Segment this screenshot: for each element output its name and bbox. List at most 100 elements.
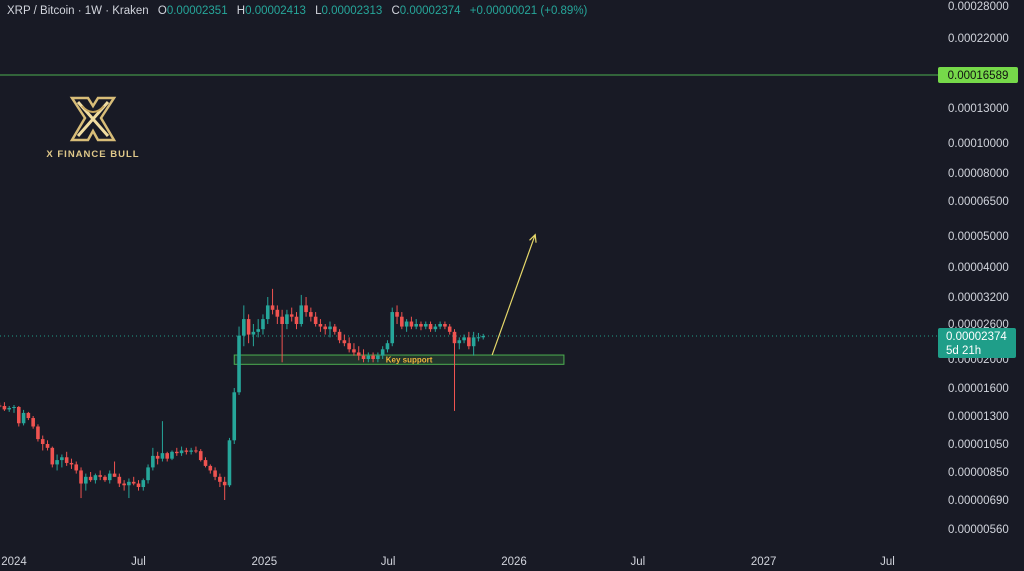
crossed-x-bull-logo-icon	[69, 96, 117, 142]
target-price-badge[interactable]	[938, 67, 1018, 83]
candle-body	[40, 439, 45, 444]
candle	[256, 319, 260, 338]
candle	[98, 470, 102, 481]
candle-body	[256, 329, 260, 332]
candle-body	[198, 451, 203, 461]
candle	[419, 321, 423, 331]
candle-body	[242, 319, 246, 336]
y-tick-label: 0.00022000	[948, 33, 1009, 45]
candle	[0, 402, 2, 408]
key-support-zone	[233, 354, 565, 365]
candle	[428, 321, 433, 332]
candle	[218, 473, 222, 488]
candle	[208, 464, 213, 474]
candle-body	[141, 480, 146, 488]
candle	[409, 316, 414, 330]
chart-legend: XRP / Bitcoin · 1W · Kraken O0.00002351 …	[7, 5, 587, 17]
candle-body	[107, 473, 112, 481]
candle-body	[112, 473, 117, 477]
candle	[251, 324, 256, 347]
candle	[174, 447, 179, 456]
candle-body	[246, 319, 251, 335]
candle-body	[98, 475, 102, 477]
y-tick-label: 0.00006500	[948, 196, 1009, 208]
x-tick-label: 2027	[751, 556, 777, 568]
candle	[84, 473, 88, 491]
candle-body	[313, 316, 318, 324]
candle-body	[155, 455, 160, 459]
key-support-label: Key support	[386, 356, 433, 365]
candle-body	[146, 467, 150, 481]
candle-body	[31, 418, 35, 427]
candle	[232, 388, 237, 444]
candle-body	[270, 305, 275, 310]
candle-body	[174, 451, 179, 454]
candle-body	[16, 406, 21, 424]
candle	[380, 346, 385, 359]
candle-body	[318, 324, 323, 327]
candle-body	[50, 447, 55, 465]
candle-body	[203, 460, 208, 466]
candle-body	[467, 337, 471, 347]
candle	[213, 467, 217, 481]
candle	[64, 451, 69, 466]
candle-body	[170, 451, 174, 459]
candle-body	[232, 392, 237, 441]
candle	[289, 307, 294, 322]
candle	[318, 319, 323, 332]
candle-body	[328, 326, 332, 330]
candle	[131, 476, 136, 486]
candle-body	[237, 335, 241, 393]
candle-body	[471, 337, 476, 347]
y-tick-label: 0.00028000	[948, 1, 1009, 13]
candle	[40, 435, 45, 451]
candle-body	[361, 355, 366, 359]
y-tick-label: 0.00000560	[948, 524, 1009, 536]
candle	[366, 352, 371, 363]
candle-body	[0, 405, 2, 407]
y-tick-label: 0.00005000	[948, 231, 1009, 243]
candle	[203, 457, 208, 468]
close-key: C	[391, 5, 400, 17]
candle	[242, 305, 246, 347]
candle	[462, 334, 466, 344]
candle-body	[309, 312, 313, 317]
y-tick-label: 0.00003200	[948, 292, 1009, 304]
symbol-label[interactable]: XRP / Bitcoin · 1W · Kraken	[7, 5, 149, 17]
candle-body	[88, 476, 93, 481]
candle-body	[45, 444, 50, 448]
candle	[361, 349, 366, 363]
candle	[198, 449, 203, 462]
candle-body	[136, 483, 141, 488]
candle	[342, 334, 347, 347]
candle	[332, 324, 337, 335]
candle-body	[289, 314, 294, 317]
candle	[337, 329, 342, 344]
last-price-badge-text: 0.00002374	[946, 331, 1007, 343]
y-tick-label: 0.00000690	[948, 495, 1009, 507]
y-tick-label: 0.00001600	[948, 383, 1009, 395]
candle-body	[21, 412, 26, 424]
candle	[376, 352, 380, 363]
candle	[471, 331, 476, 356]
candle-body	[2, 406, 7, 410]
candle	[127, 478, 131, 499]
candle-body	[36, 426, 40, 440]
candle	[184, 447, 189, 455]
candle-body	[342, 340, 347, 344]
candle-body	[55, 460, 59, 465]
last-price-badge[interactable]	[938, 328, 1016, 358]
candle	[237, 326, 241, 395]
candle-body	[371, 355, 375, 359]
candle	[151, 447, 155, 471]
candle	[356, 346, 361, 361]
high-key: H	[236, 5, 246, 17]
candle	[21, 409, 26, 426]
candle-body	[438, 324, 442, 327]
candle-body	[337, 331, 342, 341]
candle	[438, 321, 442, 330]
candle	[265, 297, 270, 324]
candle	[227, 437, 232, 488]
